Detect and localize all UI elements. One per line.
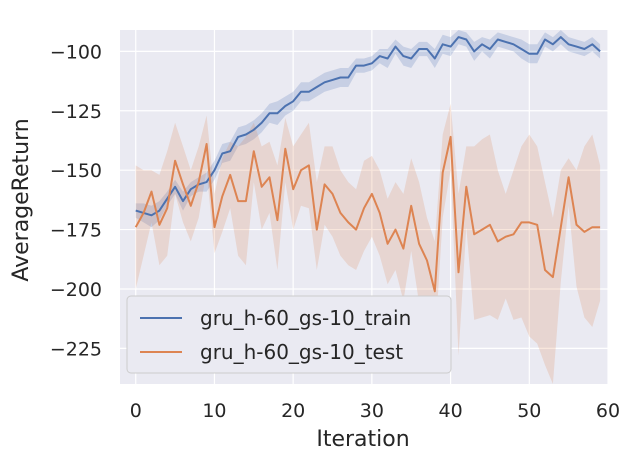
line-series-0	[135, 36, 601, 217]
x-tick-label: 0	[130, 400, 142, 422]
x-tick-label: 20	[281, 400, 305, 422]
legend-box	[126, 295, 452, 374]
y-tick-label: −100	[50, 41, 102, 63]
y-tick-label: −200	[50, 279, 102, 301]
y-tick-label: −125	[50, 101, 102, 123]
x-tick-label: 10	[202, 400, 226, 422]
x-tick-label: 50	[517, 400, 541, 422]
line-series-1	[134, 135, 601, 293]
legend-label-test: gru_h-60_gs-10_test	[200, 340, 403, 364]
x-tick-labels: 0 10 20 30 40 50 60	[130, 400, 620, 422]
y-tick-label: −225	[50, 338, 102, 360]
x-tick-label: 40	[438, 400, 462, 422]
legend: gru_h-60_gs-10_train gru_h-60_gs-10_test	[126, 295, 452, 374]
y-axis-label: AverageReturn	[9, 118, 34, 281]
y-tick-label: −175	[50, 220, 102, 242]
legend-label-train: gru_h-60_gs-10_train	[200, 306, 411, 330]
band-series-1	[135, 103, 601, 384]
x-axis-label: Iteration	[316, 427, 409, 452]
y-tick-labels: −225 −200 −175 −150 −125 −100	[50, 41, 102, 360]
x-tick-label: 60	[596, 400, 620, 422]
band-series-0	[135, 30, 601, 228]
confidence-bands	[135, 30, 601, 384]
series-lines	[134, 36, 601, 293]
y-tick-label: −150	[50, 160, 102, 182]
x-tick-label: 30	[360, 400, 384, 422]
